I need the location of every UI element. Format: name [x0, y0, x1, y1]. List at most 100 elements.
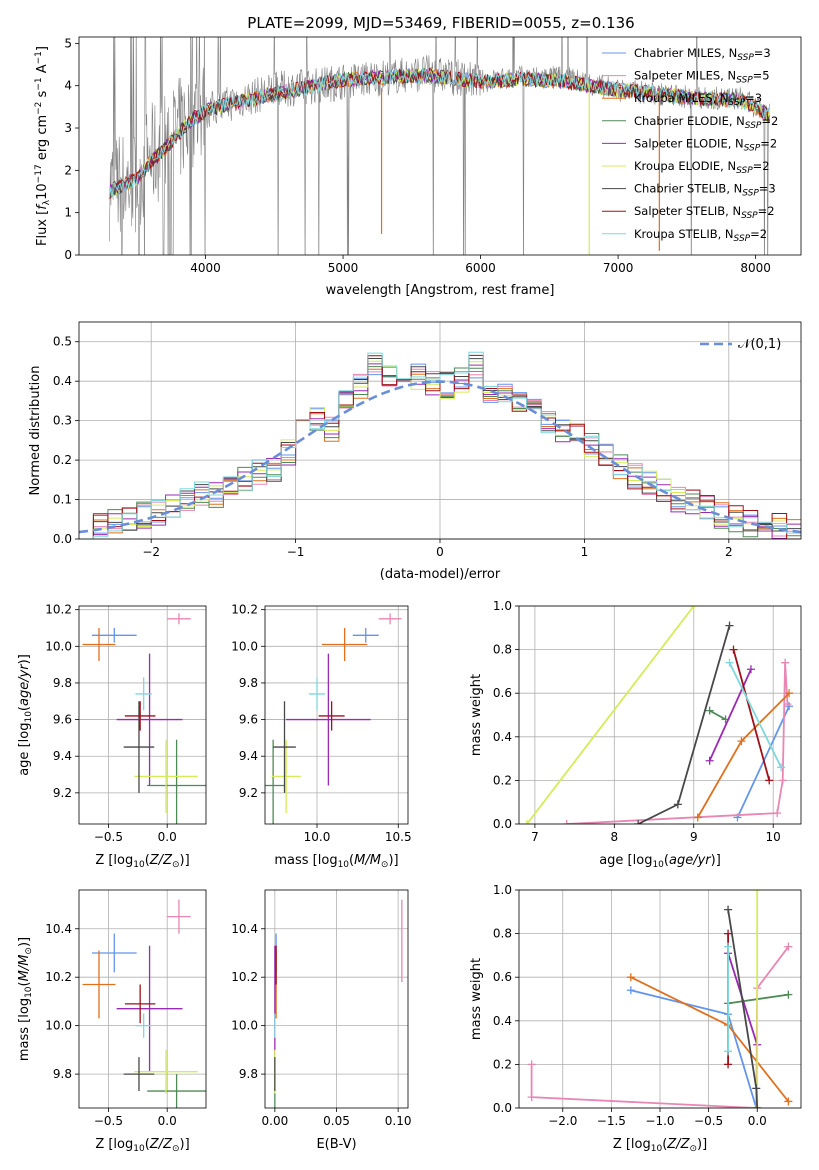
weight-marker — [729, 645, 738, 654]
weight-series — [705, 665, 755, 765]
grid — [79, 890, 206, 1108]
panel-spectrum: 4000 5000 6000 7000 8000 0 1 2 3 4 5 wavelength [An… — [34, 36, 802, 298]
model-spectrum-line — [108, 66, 770, 200]
weight-marker — [784, 990, 793, 999]
x-tick-label: 0.0 — [158, 1114, 177, 1128]
errorbar-point — [167, 613, 191, 625]
x-tick-label: 4000 — [190, 261, 221, 275]
weight-line — [728, 662, 782, 768]
weight-series — [562, 658, 792, 824]
weight-line — [566, 662, 789, 824]
errorbar-point — [82, 627, 116, 661]
weight-marker — [765, 776, 774, 785]
weight-series — [729, 645, 774, 785]
x-tick-label: −1 — [287, 545, 305, 559]
x-tick-label: 0.0 — [158, 830, 177, 844]
y-tick-label: 0.2 — [53, 453, 72, 467]
y-tick-label: 10.0 — [45, 639, 72, 653]
weight-marker — [527, 1060, 536, 1069]
axes-frame — [518, 889, 802, 1109]
plot-area — [274, 899, 403, 1108]
weight-series — [724, 942, 733, 1056]
x-axis-label: age [log10(age/yr)] — [599, 853, 721, 870]
panel-age_vs_mass: 10.0 10.5 9.2 9.4 9.6 9.8 10.0 10.2 mass [log10(… — [231, 603, 411, 870]
x-tick-label: 8000 — [740, 261, 771, 275]
weight-marker — [724, 905, 733, 914]
weight-line — [709, 709, 726, 721]
axes-frame — [78, 321, 802, 540]
x-tick-label: 7 — [531, 830, 539, 844]
y-tick-label: 9.2 — [53, 786, 72, 800]
errorbar-point — [135, 1013, 152, 1038]
y-tick-label: 0 — [64, 248, 72, 262]
weight-marker — [724, 1060, 733, 1069]
panel-mass_vs_ebv: 0.00 0.05 0.10 9.8 10.0 10.2 10.4 E(B-V) — [231, 889, 411, 1152]
x-axis-label: mass [log10(M/M⊙)] — [274, 853, 398, 870]
x-tick-label: 0.0 — [748, 1114, 767, 1128]
x-tick-label: 7000 — [603, 261, 634, 275]
y-axis-label: Flux [fλ10−17 erg cm−2 s−1 A−1] — [34, 46, 52, 246]
weight-line — [637, 625, 731, 824]
weight-marker — [737, 737, 746, 746]
weight-marker — [752, 1084, 761, 1093]
y-tick-label: 1.0 — [493, 883, 512, 897]
y-tick-label: 9.2 — [239, 786, 258, 800]
x-tick-label: 0 — [436, 545, 444, 559]
y-tick-label: 9.4 — [53, 749, 72, 763]
svg-text:age [log10(age/yr)]: age [log10(age/yr)] — [17, 654, 34, 776]
y-tick-label: 1.0 — [493, 599, 512, 613]
model-spectrum-line — [108, 67, 770, 200]
weight-marker — [626, 973, 635, 982]
grid — [79, 606, 206, 824]
weight-series — [522, 606, 698, 824]
model-spectrum-line — [108, 67, 770, 200]
y-axis-label: mass [log10(M/M⊙)] — [17, 937, 34, 1061]
y-tick-label: 10.0 — [231, 639, 258, 653]
weight-line — [708, 668, 752, 762]
weight-marker — [725, 658, 734, 667]
x-tick-label: 0.00 — [262, 1114, 289, 1128]
x-axis-label: E(B-V) — [316, 1137, 356, 1152]
y-tick-label: 10.2 — [231, 603, 258, 617]
weight-marker — [778, 776, 787, 785]
weight-line — [530, 946, 790, 1108]
x-tick-label: 2 — [725, 545, 733, 559]
errorbar-point — [134, 1049, 198, 1094]
x-tick-label: 6000 — [465, 261, 496, 275]
errorbar-point — [352, 627, 379, 643]
y-tick-label: 10.0 — [231, 1019, 258, 1033]
errorbar-point — [124, 984, 156, 1024]
weight-series — [724, 990, 793, 1008]
plot-area — [265, 613, 402, 824]
weight-line — [727, 909, 759, 1108]
plot-area — [82, 899, 206, 1108]
y-tick-label: 10.2 — [45, 603, 72, 617]
weight-marker — [746, 665, 755, 674]
y-tick-label: 0.0 — [493, 1101, 512, 1115]
weight-marker — [783, 700, 792, 709]
weight-series — [626, 986, 761, 1108]
y-tick-label: 0.0 — [53, 532, 72, 546]
plot-area — [527, 890, 793, 1108]
legend-label: Chabrier ELODIE, NSSP=2 — [634, 114, 778, 131]
y-axis-label: Normed distribution — [28, 366, 43, 496]
legend-label: Salpeter ELODIE, NSSP=2 — [634, 136, 777, 153]
grid — [79, 322, 801, 540]
y-tick-label: 1 — [64, 206, 72, 220]
weight-series — [705, 706, 730, 724]
weight-marker — [673, 800, 682, 809]
y-tick-label: 2 — [64, 163, 72, 177]
errorbar-point — [321, 627, 368, 661]
legend-label: Chabrier MILES, NSSP=3 — [634, 46, 771, 63]
y-tick-label: 9.6 — [53, 713, 72, 727]
weight-marker — [724, 929, 733, 938]
weight-marker — [626, 986, 635, 995]
errorbar-point — [273, 701, 296, 793]
errorbar-point — [147, 1074, 206, 1108]
grid — [265, 890, 408, 1108]
weight-marker — [522, 820, 531, 824]
x-tick-label: 0.05 — [323, 1114, 350, 1128]
errorbar-point — [308, 677, 326, 711]
weight-marker — [705, 756, 714, 765]
